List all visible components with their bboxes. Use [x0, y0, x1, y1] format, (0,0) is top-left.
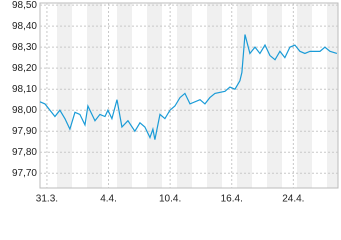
y-tick-label: 97,80	[12, 147, 37, 158]
chart: 97,70 97,80 97,90 98,00 98,10 98,20 98,30 98,40…	[12, 0, 339, 205]
plot-frame	[39, 2, 339, 189]
y-tick-label: 98,30	[12, 42, 37, 53]
x-tick-label: 31.3.	[36, 194, 58, 205]
x-tick-label: 24.4.	[282, 194, 304, 205]
y-tick-label: 98,00	[12, 105, 37, 116]
x-tick-label: 10.4.	[159, 194, 181, 205]
x-tick-label: 16.4.	[221, 194, 243, 205]
band	[57, 3, 72, 188]
y-tick-label: 98,50	[12, 0, 37, 11]
price-line	[39, 34, 338, 140]
band	[177, 3, 192, 188]
y-tick-label: 98,20	[12, 63, 37, 74]
y-tick-label: 97,70	[12, 168, 37, 179]
y-tick-label: 98,10	[12, 84, 37, 95]
band	[297, 3, 312, 188]
band	[207, 3, 222, 188]
y-tick-label: 97,90	[12, 126, 37, 137]
band	[267, 3, 282, 188]
page: 97,70 97,80 97,90 98,00 98,10 98,20 98,30 98,40…	[11, 0, 339, 205]
band	[117, 3, 132, 188]
band	[87, 3, 102, 188]
band	[147, 3, 162, 188]
y-tick-label: 98,40	[12, 21, 37, 32]
band	[327, 3, 338, 188]
band	[237, 3, 252, 188]
x-tick-label: 4.4.	[100, 194, 117, 205]
bands	[57, 3, 338, 188]
